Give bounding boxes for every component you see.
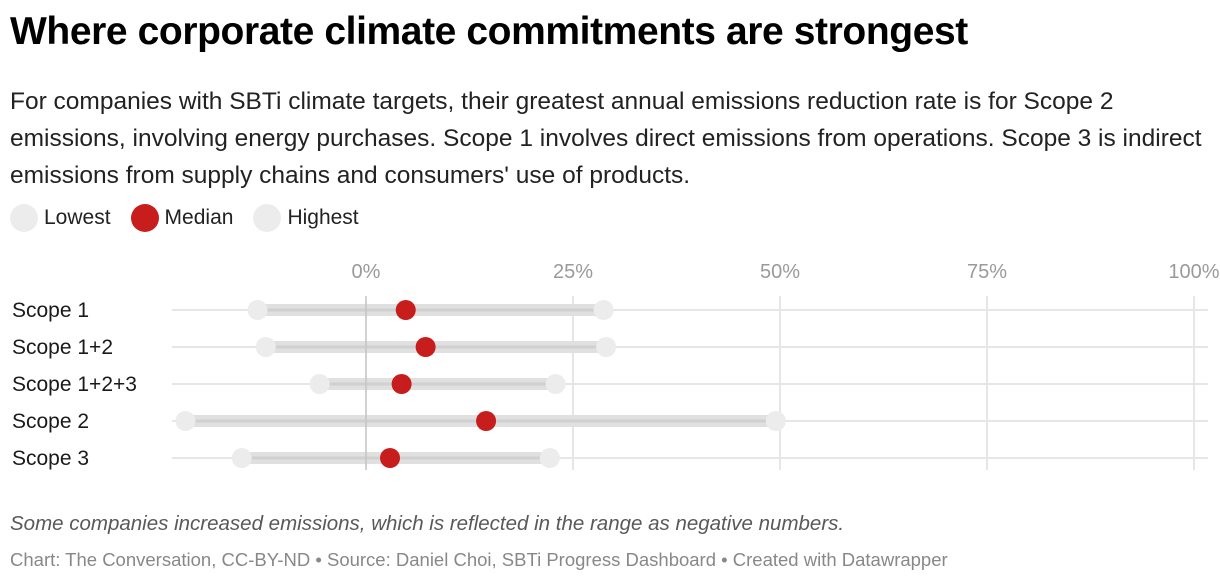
x-tick-label: 50% [760, 261, 800, 283]
legend-label: Lowest [44, 206, 111, 229]
highest-point [539, 448, 560, 468]
x-tick-label: 100% [1168, 261, 1219, 283]
category-label: Scope 1 [12, 299, 89, 322]
chart-notes: Some companies increased emissions, whic… [10, 512, 845, 535]
legend-item-lowest: Lowest [10, 204, 111, 232]
median-point [380, 448, 401, 468]
median-point [476, 411, 497, 431]
median-point [395, 300, 416, 320]
legend-item-highest: Highest [253, 204, 359, 232]
legend-item-median: Median [130, 204, 234, 232]
x-tick-label: 25% [553, 261, 593, 283]
chart-title: Where corporate climate commitments are … [10, 10, 968, 53]
x-tick-label: 0% [352, 261, 381, 283]
legend-dot-lowest-icon [10, 204, 38, 232]
lowest-point [255, 337, 276, 357]
median-point [415, 337, 436, 357]
highest-point [596, 337, 617, 357]
category-label: Scope 1+2+3 [12, 373, 137, 396]
chart-subtitle: For companies with SBTi climate targets,… [10, 88, 1202, 189]
lowest-point [175, 411, 196, 431]
category-label: Scope 1+2 [12, 336, 113, 359]
chart-byline: Chart: The Conversation, CC-BY-ND • Sour… [10, 549, 948, 570]
lowest-point [247, 300, 268, 320]
x-tick-label: 75% [967, 261, 1007, 283]
legend-dot-median-icon [130, 204, 159, 232]
range-dot-chart: 0% 25% 50% 75% 100% Scope 1 Scope 1+2 Scope 1+2… [12, 261, 1220, 470]
highest-point [765, 411, 786, 431]
category-label: Scope 3 [12, 447, 89, 470]
category-label: Scope 2 [12, 410, 89, 433]
legend-label: Highest [287, 206, 359, 229]
lowest-point [309, 374, 330, 394]
lowest-point [231, 448, 252, 468]
legend-dot-highest-icon [253, 204, 282, 232]
legend: Lowest Median Highest [10, 203, 379, 233]
highest-point [545, 374, 566, 394]
highest-point [593, 300, 614, 320]
median-point [391, 374, 412, 394]
legend-label: Median [164, 206, 234, 229]
